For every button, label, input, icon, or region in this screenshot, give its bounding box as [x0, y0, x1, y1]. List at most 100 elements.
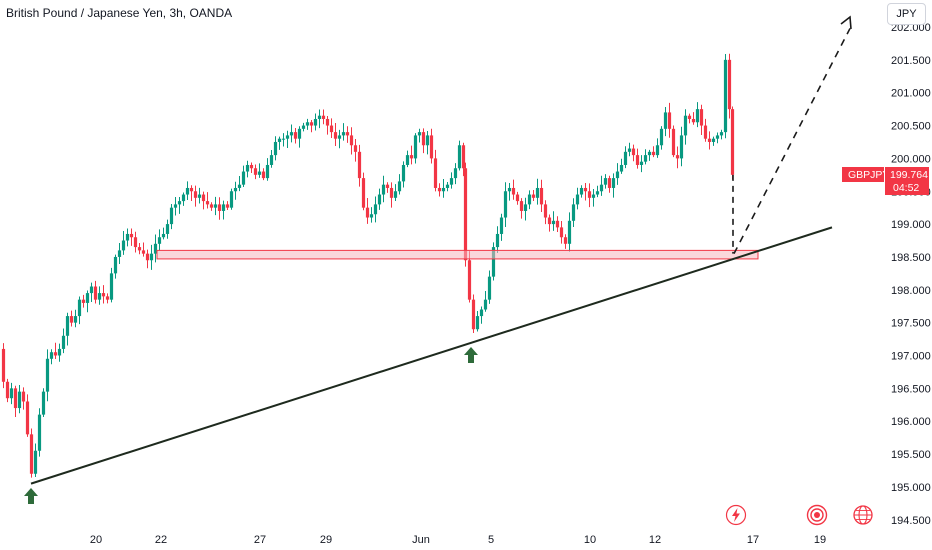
candle-body [583, 187, 588, 192]
candle-body [185, 187, 190, 195]
up-arrow-icon [24, 488, 38, 504]
time-axis[interactable]: 20 22 27 29 Jun 5 10 12 17 19 [90, 534, 826, 546]
candle-body [675, 155, 680, 159]
price-tick-label: 198.000 [891, 285, 931, 297]
candle-body [213, 204, 218, 208]
candle-body [663, 112, 668, 129]
candle-body [453, 168, 458, 179]
candle-body [333, 132, 338, 139]
candle-body [687, 115, 692, 119]
candle-body [25, 401, 30, 435]
candle-body [305, 122, 310, 126]
time-tick-label: 12 [649, 534, 661, 546]
candle-body [555, 220, 560, 228]
time-tick-label: 5 [488, 534, 494, 546]
candle-body [233, 187, 238, 192]
candle-body [519, 201, 524, 211]
candle-body [257, 171, 262, 175]
candle-body [177, 201, 182, 205]
candle-body [623, 151, 628, 165]
candle-body [289, 132, 294, 136]
candle-body [511, 187, 516, 195]
candle-body [707, 138, 712, 142]
candle-body [113, 256, 118, 274]
candle-body [209, 204, 214, 208]
price-axis[interactable]: 194.500 195.000 195.500 196.000 196.500 197.0… [842, 22, 931, 527]
candle-body [647, 151, 652, 156]
candle-body [683, 115, 688, 136]
candle-body [93, 286, 98, 300]
candle-body [491, 247, 496, 277]
candle-body [297, 128, 302, 139]
globe-icon[interactable] [852, 504, 874, 526]
candle-body [365, 207, 370, 218]
price-tick-label: 195.000 [891, 482, 931, 494]
candle-body [169, 207, 174, 225]
time-tick-label: 17 [747, 534, 759, 546]
candle-body [53, 352, 58, 356]
candle-body [345, 132, 350, 136]
candle-body [133, 237, 138, 248]
candle-body [730, 109, 735, 175]
price-tick-label: 196.000 [891, 416, 931, 428]
candle-body [125, 233, 130, 241]
candle-body [579, 187, 584, 195]
candle-body [655, 145, 660, 156]
candle-body [65, 316, 70, 336]
candle-body [241, 171, 246, 185]
candle-body [205, 201, 210, 205]
candle-body [619, 164, 624, 172]
rise-projection-line [733, 28, 851, 255]
candle-body [385, 184, 390, 188]
candle-body [599, 184, 604, 192]
candle-body [101, 293, 106, 297]
price-tick-label: 197.500 [891, 318, 931, 330]
price-tick-label: 196.500 [891, 383, 931, 395]
candle-body [273, 141, 278, 156]
candle-body [607, 178, 612, 188]
time-tick-label: 27 [254, 534, 266, 546]
candle-body [499, 217, 504, 234]
candle-body [523, 204, 528, 211]
symbol-tag [842, 167, 884, 182]
candle-body [321, 115, 326, 119]
candle-body [627, 148, 632, 152]
price-tick-label: 197.000 [891, 351, 931, 363]
candle-body [615, 171, 620, 179]
candle-body [245, 164, 250, 172]
candle-body [173, 204, 178, 208]
candle-body [341, 132, 346, 136]
currency-button[interactable]: JPY [887, 3, 926, 25]
candle-body [121, 240, 126, 251]
candle-body [635, 155, 640, 165]
candle-body [225, 204, 230, 208]
candle-body [141, 250, 146, 254]
candle-body [671, 128, 676, 156]
price-tick-label: 199.000 [891, 219, 931, 231]
candle-body [309, 122, 314, 126]
candle-body [33, 450, 38, 474]
candle-body [559, 227, 564, 238]
price-tick-label: 201.000 [891, 88, 931, 100]
record-icon[interactable] [806, 504, 828, 526]
candle-body [547, 217, 552, 225]
lightning-icon[interactable] [725, 504, 747, 526]
candle-body [357, 151, 362, 179]
candle-body [457, 145, 462, 169]
candle-body [695, 109, 700, 123]
candle-body [659, 128, 664, 146]
candle-body [441, 187, 446, 192]
candle-body [149, 253, 154, 261]
symbol-tag-label: GBPJPY [848, 169, 889, 181]
candle-body [429, 135, 434, 159]
candle-body [373, 204, 378, 215]
candle-body [369, 214, 374, 218]
candle-body [89, 286, 94, 294]
candle-body [503, 191, 508, 218]
candle-body [189, 187, 194, 192]
candle-body [237, 184, 242, 188]
candle-body [487, 276, 492, 300]
candle-body [417, 132, 422, 136]
candle-body [69, 316, 74, 323]
